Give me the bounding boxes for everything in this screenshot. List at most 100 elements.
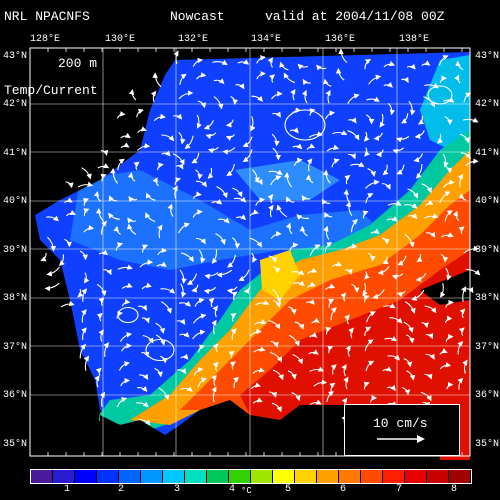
current-vector xyxy=(309,244,321,257)
current-vector xyxy=(98,297,105,307)
current-vector xyxy=(156,261,167,267)
depth-label: 200 m xyxy=(58,56,98,71)
current-vector xyxy=(242,149,253,162)
current-vector xyxy=(311,317,320,324)
current-vector xyxy=(329,382,336,393)
current-vector xyxy=(135,401,149,408)
current-vector xyxy=(437,133,443,144)
temperature-field xyxy=(30,48,470,460)
current-vector xyxy=(251,95,263,102)
current-vector xyxy=(343,376,349,390)
colorbar-tick: 4 xyxy=(229,484,236,495)
current-vector xyxy=(401,113,409,124)
colorbar-tick: 5 xyxy=(285,484,292,495)
current-vector xyxy=(192,191,202,199)
current-vector xyxy=(345,201,353,217)
current-vector xyxy=(397,290,406,298)
current-vector xyxy=(100,149,109,156)
current-vector xyxy=(348,327,354,339)
current-vector xyxy=(297,63,309,70)
current-vector xyxy=(330,364,337,375)
current-vector xyxy=(425,199,434,207)
current-vector xyxy=(116,397,128,408)
product-label: Nowcast xyxy=(170,9,225,24)
current-vector xyxy=(376,149,384,158)
current-vector xyxy=(407,188,419,199)
current-vector xyxy=(110,167,118,184)
current-vector xyxy=(235,83,245,90)
current-vector xyxy=(285,196,295,203)
current-vector xyxy=(291,269,305,276)
current-vector xyxy=(316,64,327,71)
current-vector xyxy=(324,110,336,120)
current-vector xyxy=(443,165,453,174)
current-vector xyxy=(404,203,418,209)
current-vector xyxy=(230,312,237,322)
current-vector xyxy=(251,252,258,263)
current-vector xyxy=(139,373,149,381)
current-vector xyxy=(44,282,60,292)
colorbar-unit: °C xyxy=(241,486,252,496)
current-vector xyxy=(442,153,449,168)
colorbar-cell xyxy=(229,470,251,483)
current-vector xyxy=(418,115,425,125)
current-vector xyxy=(365,114,375,125)
current-vector xyxy=(382,256,389,265)
current-vector xyxy=(345,268,353,275)
current-vector xyxy=(178,131,186,145)
current-vector xyxy=(83,224,95,233)
current-vector xyxy=(459,308,466,319)
current-vector xyxy=(64,238,73,248)
current-vector xyxy=(270,351,283,363)
current-vector xyxy=(108,212,120,220)
colorbar-cell xyxy=(339,470,361,483)
model-title: NRL NPACNFS xyxy=(4,9,90,24)
current-vector xyxy=(271,90,283,100)
lat-label-left: 40°N xyxy=(3,196,28,207)
current-vector xyxy=(155,322,166,334)
current-vector xyxy=(205,132,217,140)
current-vector xyxy=(256,55,266,64)
current-vector xyxy=(327,345,334,354)
current-vector xyxy=(364,147,370,157)
current-vector xyxy=(195,72,207,80)
current-vector xyxy=(153,113,166,122)
lon-label: 130°E xyxy=(105,34,136,45)
current-vector xyxy=(83,272,90,284)
current-vector xyxy=(179,331,190,338)
current-vector xyxy=(138,304,148,311)
current-vector xyxy=(137,126,147,133)
current-vector xyxy=(383,60,396,68)
current-vector xyxy=(415,273,427,283)
current-vector xyxy=(137,386,148,393)
current-vector xyxy=(270,340,279,348)
current-vector xyxy=(332,130,348,136)
current-vector xyxy=(126,223,137,235)
current-vector xyxy=(211,319,217,335)
current-vector xyxy=(77,288,84,298)
current-vector xyxy=(237,59,250,65)
current-vector xyxy=(367,168,377,177)
current-vector xyxy=(97,163,110,169)
current-vector xyxy=(364,339,374,352)
current-vector xyxy=(309,332,318,338)
current-vector xyxy=(411,289,425,301)
current-vector xyxy=(184,135,194,149)
current-vector xyxy=(203,286,217,295)
current-vector xyxy=(211,386,217,403)
lat-label-left: 42°N xyxy=(3,99,28,110)
current-vector xyxy=(222,147,236,155)
current-vector xyxy=(176,318,186,325)
current-vector xyxy=(66,209,76,217)
current-vector xyxy=(457,173,464,188)
current-vector xyxy=(118,361,130,371)
current-vector xyxy=(322,169,331,184)
current-vector xyxy=(389,317,403,324)
current-vector xyxy=(267,57,274,68)
current-vector xyxy=(323,78,332,87)
current-vector xyxy=(65,181,74,189)
current-vector xyxy=(379,113,385,128)
current-vector xyxy=(211,198,223,205)
current-vector xyxy=(178,90,194,100)
colorbar-cell xyxy=(163,470,185,483)
